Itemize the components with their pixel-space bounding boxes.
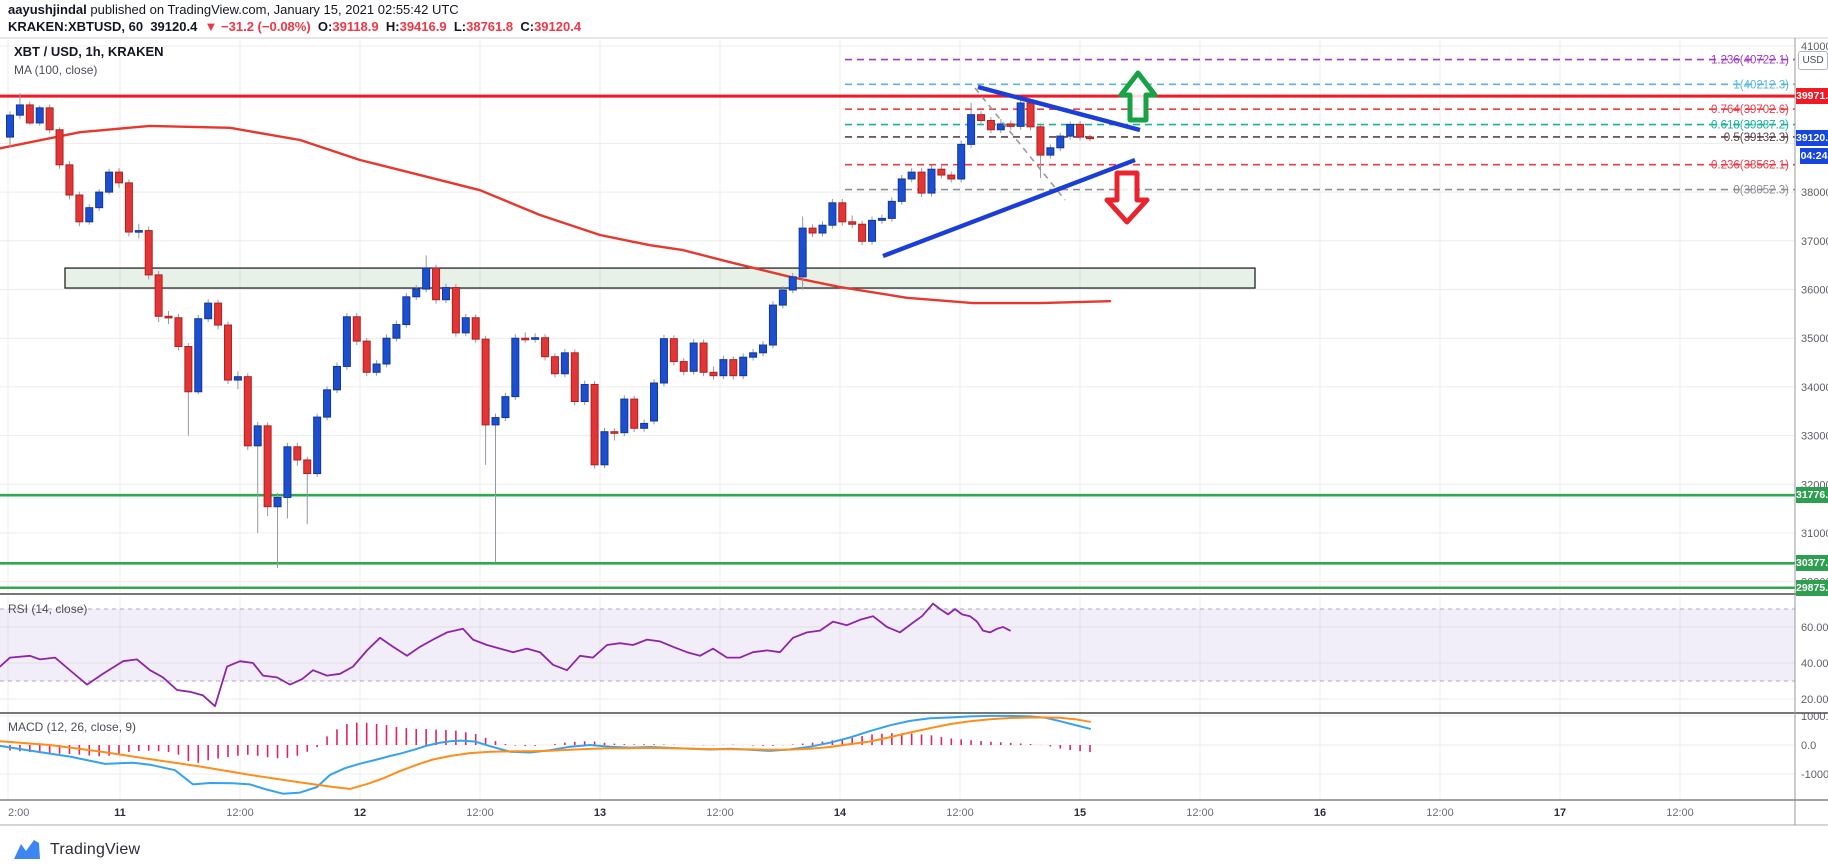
tradingview-logo-icon — [14, 840, 40, 859]
change-value: −31.2 (−0.08%) — [221, 19, 311, 34]
svg-text:31000.0: 31000.0 — [1801, 528, 1828, 540]
resistance-price-badge: 39971.1 — [1796, 88, 1828, 105]
svg-text:15: 15 — [1074, 807, 1086, 819]
support-zone-rectangle — [64, 267, 1256, 289]
svg-text:0.764(39702.6): 0.764(39702.6) — [1711, 104, 1789, 116]
rsi-axis-labels: 60.00 40.00 20.00 — [1801, 622, 1828, 706]
bar-countdown-badge: 04:24 — [1800, 148, 1828, 164]
tradingview-logo[interactable]: TradingView — [12, 838, 140, 862]
svg-text:60.00: 60.00 — [1801, 622, 1828, 634]
support-price-3-badge: 29875.7 — [1796, 579, 1828, 596]
svg-text:0.236(38562.1): 0.236(38562.1) — [1711, 160, 1789, 172]
low-value: 38761.8 — [466, 19, 514, 34]
macd-legend[interactable]: MACD (12, 26, close, 9) — [8, 720, 137, 734]
svg-text:33000.0: 33000.0 — [1801, 431, 1828, 443]
candlesticks — [6, 93, 1094, 569]
main-pane-legend[interactable]: XBT / USD, 1h, KRAKEN — [14, 44, 164, 59]
open-value: 39118.9 — [332, 19, 379, 34]
grid — [0, 38, 1795, 800]
support-lines — [0, 493, 1795, 590]
low-label: L: — [453, 19, 467, 34]
author-name: aayushjindal — [8, 2, 87, 17]
svg-text:0.618(39387.2): 0.618(39387.2) — [1711, 120, 1789, 132]
svg-text:12:00: 12:00 — [1426, 807, 1454, 819]
svg-text:12: 12 — [354, 807, 366, 819]
publish-info: aayushjindal published on TradingView.co… — [8, 2, 459, 17]
svg-text:36000.0: 36000.0 — [1801, 285, 1828, 297]
svg-text:1(40212.3): 1(40212.3) — [1733, 79, 1789, 91]
svg-text:0.5(39132.3): 0.5(39132.3) — [1724, 132, 1789, 144]
support-price-1-badge: 31776.7 — [1796, 487, 1828, 504]
svg-text:17: 17 — [1554, 807, 1566, 819]
time-axis[interactable] — [0, 800, 1795, 825]
trend-lines — [882, 84, 1141, 259]
measure-drawing-line — [974, 87, 1066, 201]
high-value: 39416.9 — [399, 19, 447, 34]
tradingview-logo-text: TradingView — [50, 841, 141, 858]
rsi-line — [0, 602, 1011, 708]
svg-text:12:00: 12:00 — [1666, 807, 1694, 819]
currency-toggle-button[interactable]: USD — [1798, 51, 1828, 70]
svg-text:0.0: 0.0 — [1801, 740, 1816, 752]
svg-text:-1000.0: -1000.0 — [1801, 769, 1828, 781]
svg-text:1000.0: 1000.0 — [1801, 711, 1828, 723]
last-price-badge: 39120.4 — [1796, 129, 1828, 146]
svg-text:1.236(40722.1): 1.236(40722.1) — [1711, 55, 1789, 67]
up-arrow-annotation — [1118, 70, 1158, 123]
fib-level-labels: 1.236(40722.1) 1(40212.3) 0.764(39702.6) 0.… — [1711, 55, 1789, 197]
svg-text:40.00: 40.00 — [1801, 658, 1828, 670]
svg-text:12:00: 12:00 — [946, 807, 974, 819]
change-direction-icon: ▼ — [204, 19, 218, 34]
down-arrow-annotation — [1104, 170, 1150, 225]
svg-text:0(38052.3): 0(38052.3) — [1733, 185, 1789, 197]
svg-text:12:00: 12:00 — [226, 807, 254, 819]
svg-text:35000.0: 35000.0 — [1801, 333, 1828, 345]
macd-axis-labels: 1000.0 0.0 -1000.0 — [1801, 711, 1828, 781]
svg-text:41000.0: 41000.0 — [1801, 41, 1828, 53]
svg-text:12:00: 12:00 — [1186, 807, 1214, 819]
rsi-overbought-oversold-band — [0, 608, 1795, 682]
svg-text:38000.0: 38000.0 — [1801, 187, 1828, 199]
ma-legend[interactable]: MA (100, close) — [14, 63, 98, 77]
macd-signal-line — [0, 716, 1091, 790]
svg-text:11: 11 — [114, 807, 126, 819]
svg-text:2:00: 2:00 — [8, 807, 29, 819]
svg-text:20.00: 20.00 — [1801, 694, 1828, 706]
time-axis-labels: 2:00 11 12:00 12 12:00 13 12:00 14 12:00 15 12:00 1… — [8, 807, 1694, 819]
svg-text:12:00: 12:00 — [706, 807, 734, 819]
pane-separators — [0, 38, 1828, 826]
svg-text:12:00: 12:00 — [466, 807, 494, 819]
rsi-legend[interactable]: RSI (14, close) — [8, 602, 88, 616]
symbol-ohlc-bar: KRAKEN:XBTUSD, 60 39120.4 ▼ −31.2 (−0.08… — [8, 19, 581, 34]
ma100-line — [0, 124, 1112, 305]
support-price-2-badge: 30377.6 — [1796, 555, 1828, 572]
macd-line — [0, 714, 1091, 795]
last-price-value: 39120.4 — [150, 19, 198, 34]
publish-text: published on TradingView.com, January 15… — [86, 2, 459, 17]
close-value: 39120.4 — [534, 19, 582, 34]
svg-text:34000.0: 34000.0 — [1801, 382, 1828, 394]
svg-text:14: 14 — [834, 807, 847, 819]
open-label: O: — [317, 19, 333, 34]
symbol-name: KRAKEN:XBTUSD, 60 — [8, 19, 144, 34]
close-label: C: — [520, 19, 535, 34]
svg-text:37000.0: 37000.0 — [1801, 236, 1828, 248]
svg-text:16: 16 — [1314, 807, 1326, 819]
high-label: H: — [385, 19, 400, 34]
svg-text:13: 13 — [594, 807, 606, 819]
